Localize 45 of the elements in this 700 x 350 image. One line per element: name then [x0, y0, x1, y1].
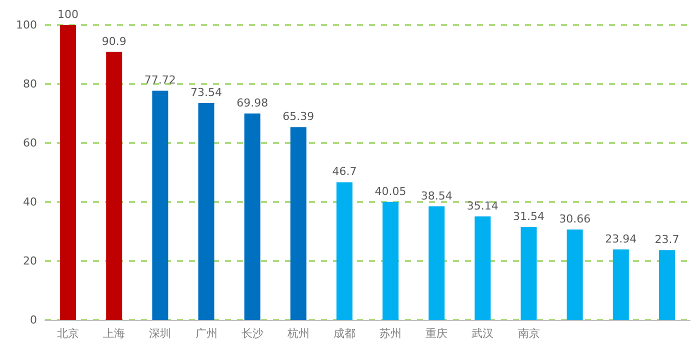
bar: [244, 114, 260, 320]
data-label: 40.05: [374, 184, 406, 198]
data-label: 77.72: [144, 74, 176, 87]
x-tick-label: 上海: [103, 327, 126, 340]
data-label: 23.7: [654, 233, 680, 246]
y-tick-label: 40: [23, 196, 37, 208]
y-tick-label: 80: [23, 78, 37, 90]
bar: [520, 226, 537, 320]
data-label: 23.94: [605, 232, 637, 246]
bar: [198, 103, 214, 320]
bar: [336, 182, 352, 320]
x-tick-label: 苏州: [380, 327, 402, 340]
bar: [658, 250, 675, 320]
data-label: 69.98: [236, 96, 268, 110]
data-label: 46.7: [332, 165, 357, 178]
data-label: 90.9: [102, 34, 126, 48]
x-tick-label: 南京: [518, 327, 540, 340]
data-label: 30.66: [559, 212, 591, 226]
bar: [106, 52, 122, 320]
y-tick-label: 20: [23, 254, 37, 268]
bar: [612, 249, 629, 320]
y-tick-label: 60: [23, 136, 37, 150]
x-tick-label: 长沙: [241, 327, 264, 340]
bar: [290, 127, 306, 320]
x-tick-label: 武汉: [472, 327, 494, 340]
bar: [60, 25, 76, 320]
data-label: 35.14: [466, 199, 498, 212]
bar: [474, 216, 491, 320]
data-label: 100: [58, 8, 79, 21]
bar: [566, 230, 583, 320]
x-tick-label: 北京: [57, 327, 80, 340]
bar: [152, 90, 168, 320]
data-label: 31.54: [513, 210, 544, 223]
x-tick-label: 成都: [333, 327, 356, 340]
data-label: 73.54: [190, 86, 222, 100]
y-tick-label: 100: [16, 18, 37, 32]
data-label: 65.39: [282, 110, 314, 124]
x-tick-label: 深圳: [149, 327, 172, 340]
x-tick-label: 广州: [195, 327, 218, 340]
bar: [382, 202, 399, 320]
x-tick-label: 重庆: [426, 327, 448, 340]
bar: [428, 206, 445, 320]
data-label: 38.54: [420, 189, 452, 202]
x-tick-label: 杭州: [286, 327, 310, 340]
y-tick-label: 0: [30, 314, 37, 326]
